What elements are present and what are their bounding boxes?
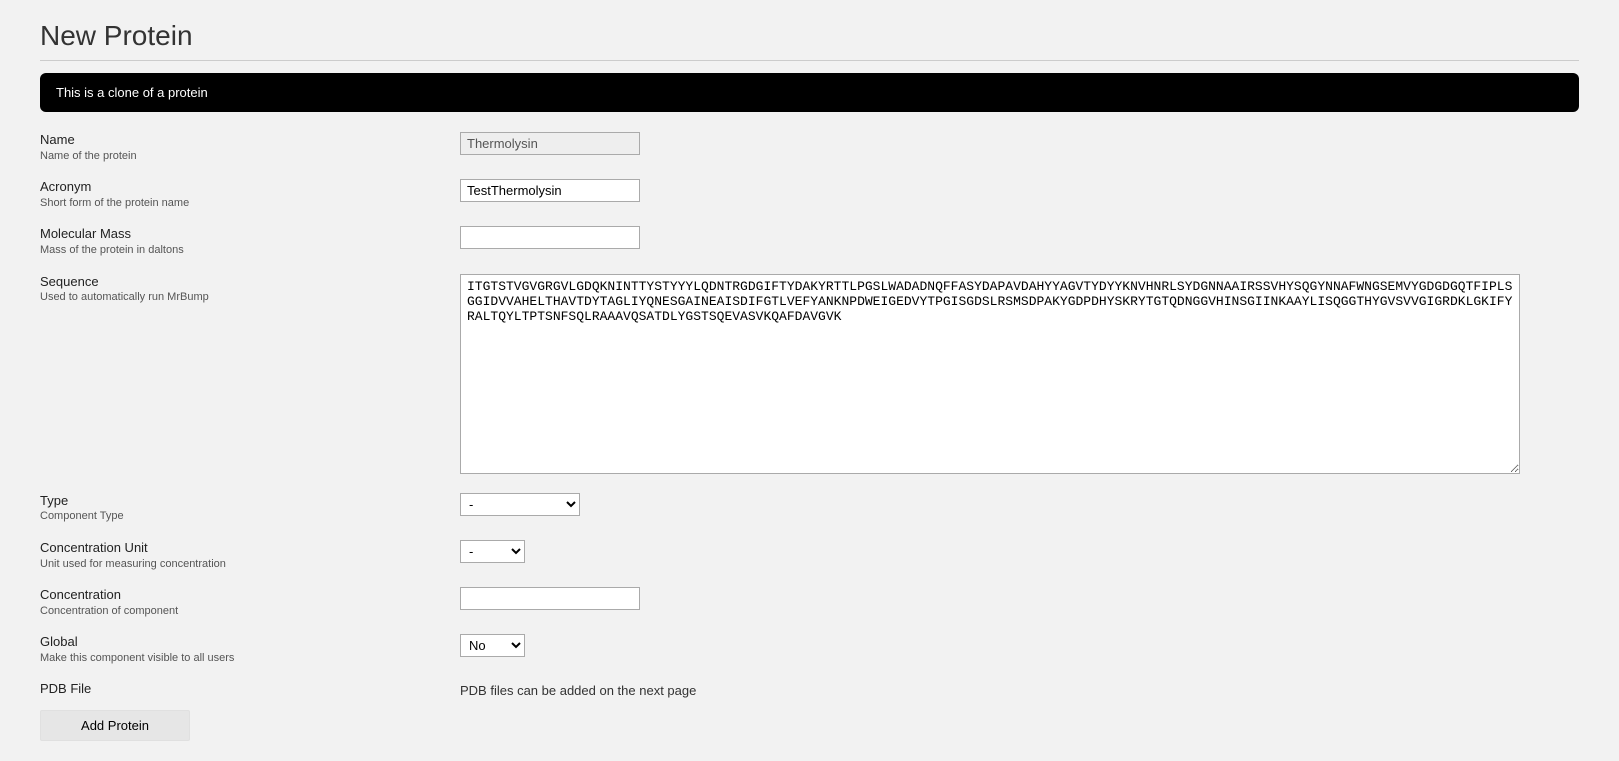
- row-pdb-file: PDB File PDB files can be added on the n…: [40, 681, 1579, 698]
- concentration-unit-hint: Unit used for measuring concentration: [40, 557, 440, 571]
- pdb-file-text: PDB files can be added on the next page: [460, 681, 1579, 698]
- pdb-file-label: PDB File: [40, 681, 440, 698]
- add-protein-button[interactable]: Add Protein: [40, 710, 190, 741]
- row-type: Type Component Type -: [40, 493, 1579, 524]
- acronym-input[interactable]: [460, 179, 640, 202]
- row-concentration: Concentration Concentration of component: [40, 587, 1579, 618]
- title-divider: [40, 60, 1579, 61]
- sequence-hint: Used to automatically run MrBump: [40, 290, 440, 304]
- sequence-label: Sequence: [40, 274, 440, 291]
- global-select[interactable]: No: [460, 634, 525, 657]
- row-acronym: Acronym Short form of the protein name: [40, 179, 1579, 210]
- type-hint: Component Type: [40, 509, 440, 523]
- molecular-mass-hint: Mass of the protein in daltons: [40, 243, 440, 257]
- concentration-label: Concentration: [40, 587, 440, 604]
- row-sequence: Sequence Used to automatically run MrBum…: [40, 274, 1579, 477]
- row-name: Name Name of the protein: [40, 132, 1579, 163]
- concentration-unit-label: Concentration Unit: [40, 540, 440, 557]
- name-label: Name: [40, 132, 440, 149]
- name-hint: Name of the protein: [40, 149, 440, 163]
- global-label: Global: [40, 634, 440, 651]
- page-title: New Protein: [40, 20, 1579, 52]
- global-hint: Make this component visible to all users: [40, 651, 440, 665]
- type-label: Type: [40, 493, 440, 510]
- clone-banner: This is a clone of a protein: [40, 73, 1579, 112]
- molecular-mass-label: Molecular Mass: [40, 226, 440, 243]
- type-select[interactable]: -: [460, 493, 580, 516]
- concentration-unit-select[interactable]: -: [460, 540, 525, 563]
- acronym-hint: Short form of the protein name: [40, 196, 440, 210]
- name-input: [460, 132, 640, 155]
- concentration-input[interactable]: [460, 587, 640, 610]
- row-global: Global Make this component visible to al…: [40, 634, 1579, 665]
- row-concentration-unit: Concentration Unit Unit used for measuri…: [40, 540, 1579, 571]
- acronym-label: Acronym: [40, 179, 440, 196]
- row-molecular-mass: Molecular Mass Mass of the protein in da…: [40, 226, 1579, 257]
- concentration-hint: Concentration of component: [40, 604, 440, 618]
- sequence-textarea[interactable]: [460, 274, 1520, 474]
- molecular-mass-input[interactable]: [460, 226, 640, 249]
